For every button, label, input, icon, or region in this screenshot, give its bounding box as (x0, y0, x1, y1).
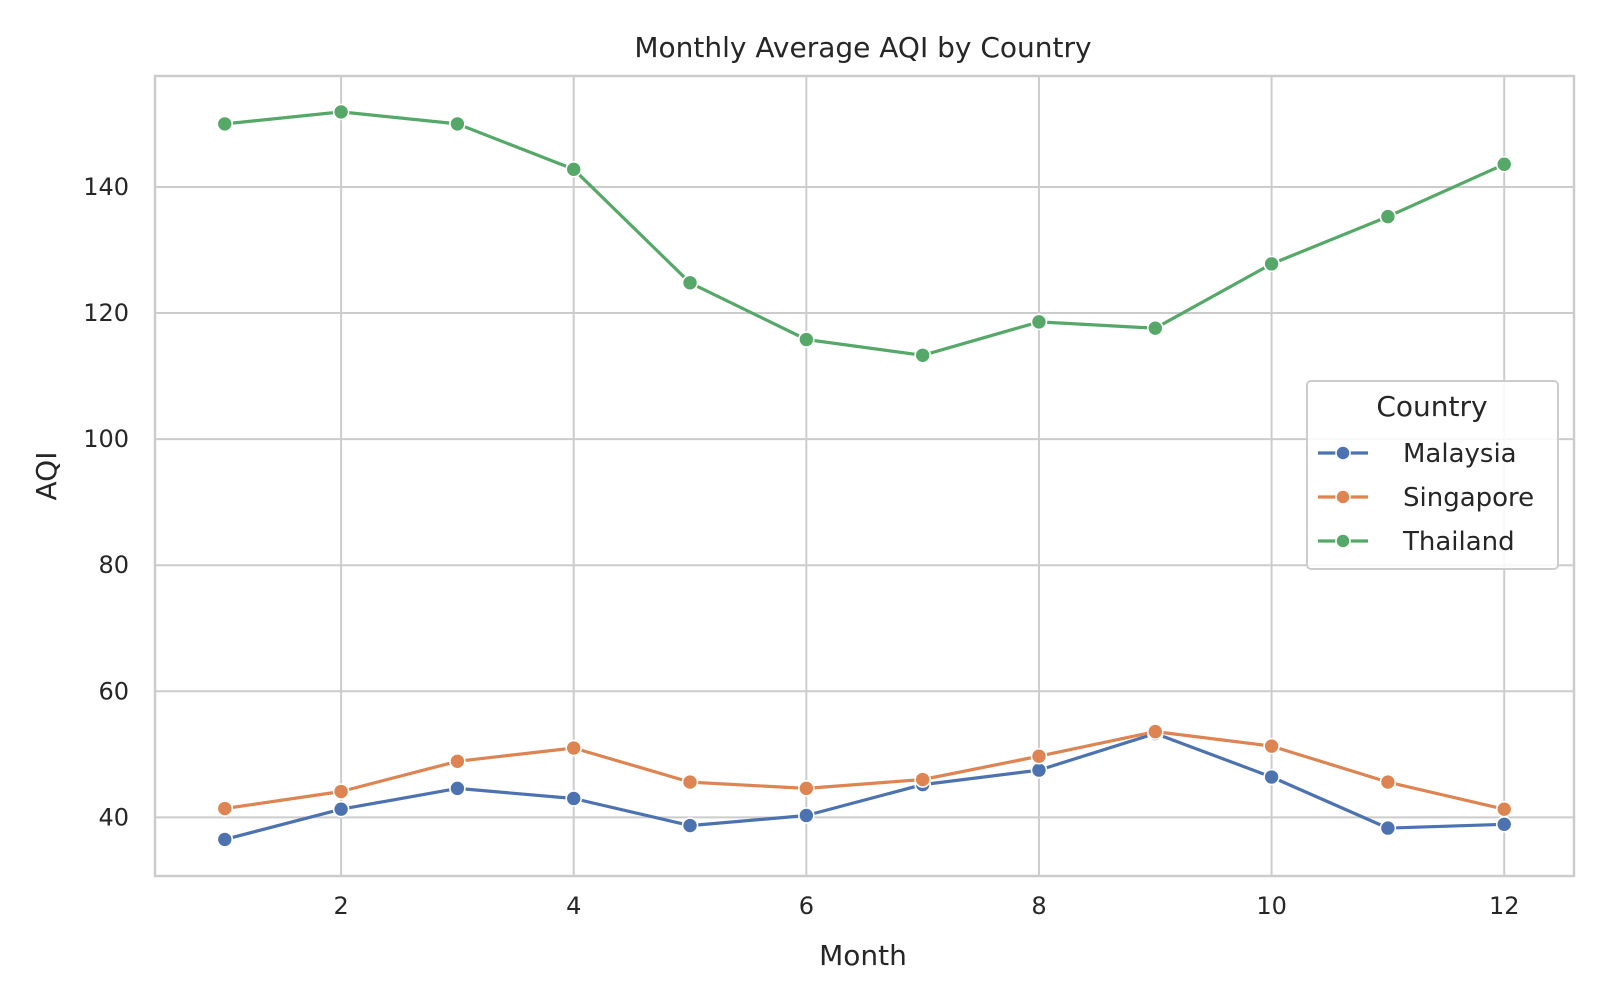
legend-title: Country (1376, 390, 1487, 423)
x-axis-label: Month (819, 939, 907, 972)
legend-swatch-marker (1335, 445, 1351, 461)
data-point-thailand (332, 103, 350, 121)
data-point-malaysia (1495, 816, 1513, 833)
legend-box (1306, 380, 1559, 570)
data-point-malaysia (332, 800, 350, 818)
legend: Country Malaysia Singapore Thailand (1306, 380, 1559, 570)
data-point-singapore (798, 780, 815, 797)
data-point-thailand (1379, 208, 1397, 225)
x-tick-label: 4 (566, 892, 581, 920)
x-axis-ticks: 2 4 6 8 10 12 (333, 892, 1519, 920)
data-point-thailand (1263, 255, 1280, 273)
x-tick-label: 2 (333, 892, 348, 920)
chart-title: Monthly Average AQI by Country (634, 31, 1091, 64)
legend-label: Malaysia (1403, 439, 1517, 469)
legend-label: Thailand (1402, 527, 1515, 557)
series-singapore (216, 723, 1513, 818)
y-tick-label: 140 (83, 173, 129, 201)
series-thailand (216, 103, 1513, 364)
data-point-singapore (1495, 800, 1513, 818)
series-line-singapore (224, 729, 1505, 811)
x-tick-label: 12 (1489, 892, 1520, 920)
data-point-singapore (1146, 723, 1164, 740)
y-tick-label: 100 (83, 425, 129, 453)
data-point-malaysia (1379, 819, 1397, 837)
data-point-singapore (332, 783, 350, 800)
data-point-singapore (1379, 773, 1397, 791)
data-point-malaysia (1030, 761, 1048, 779)
data-point-thailand (798, 331, 815, 348)
data-point-malaysia (565, 790, 583, 807)
y-axis-ticks: 40 60 80 100 120 140 (83, 173, 129, 831)
data-point-thailand (914, 346, 931, 364)
plot-frame (153, 74, 1576, 878)
legend-swatch-marker (1335, 489, 1351, 505)
legend-entry-malaysia: Malaysia (1318, 439, 1517, 469)
data-point-thailand (1146, 319, 1164, 337)
series-malaysia (216, 725, 1513, 848)
data-point-malaysia (798, 807, 815, 824)
data-point-thailand (216, 115, 234, 133)
data-point-singapore (216, 800, 234, 817)
x-tick-label: 6 (799, 892, 814, 920)
y-tick-label: 40 (98, 803, 129, 831)
data-point-singapore (1263, 737, 1280, 755)
legend-entry-singapore: Singapore (1318, 483, 1534, 513)
data-point-malaysia (681, 817, 699, 834)
series-line-thailand (224, 110, 1505, 357)
data-point-malaysia (1263, 768, 1280, 786)
data-point-singapore (914, 771, 931, 788)
data-point-thailand (1495, 155, 1513, 173)
data-point-thailand (681, 274, 699, 292)
y-tick-label: 80 (98, 551, 129, 579)
legend-entry-thailand: Thailand (1318, 527, 1515, 557)
data-point-singapore (449, 752, 466, 770)
series-layer (216, 103, 1513, 848)
series-line-malaysia (224, 731, 1505, 841)
data-point-thailand (449, 115, 466, 133)
data-point-singapore (681, 773, 699, 791)
legend-label: Singapore (1403, 483, 1534, 513)
data-point-thailand (1030, 313, 1048, 331)
data-point-malaysia (449, 780, 466, 797)
x-tick-label: 10 (1256, 892, 1287, 920)
x-tick-label: 8 (1031, 892, 1046, 920)
data-point-thailand (565, 161, 583, 178)
data-point-malaysia (216, 831, 234, 848)
legend-swatch-marker (1335, 533, 1351, 549)
y-axis-label: AQI (30, 452, 63, 501)
legend-entries: Malaysia Singapore Thailand (1318, 439, 1534, 557)
data-point-singapore (1030, 747, 1048, 765)
data-point-singapore (565, 739, 583, 757)
y-tick-label: 60 (98, 677, 129, 705)
y-tick-label: 120 (83, 299, 129, 327)
